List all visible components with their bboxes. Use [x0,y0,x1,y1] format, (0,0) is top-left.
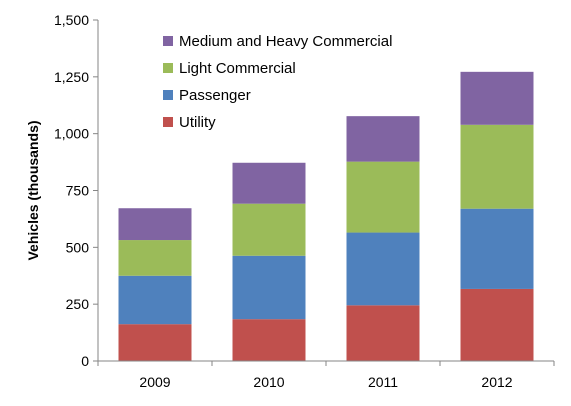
bar-segment-medium-and-heavy-commercial [232,162,306,204]
y-tick-label: 1,250 [54,69,89,85]
y-tick-label: 1,500 [54,12,89,28]
bar-segment-utility [232,319,306,361]
bar-segment-medium-and-heavy-commercial [346,116,420,162]
legend-swatch [163,90,173,100]
legend-swatch [163,63,173,73]
plot-area [118,71,534,361]
legend-label: Utility [179,114,216,131]
x-tick-label: 2010 [253,374,284,390]
x-tick-label: 2011 [368,374,398,390]
y-tick-label: 750 [66,183,90,199]
bar-segment-medium-and-heavy-commercial [460,71,534,125]
y-tick-label: 250 [66,296,90,312]
bar-segment-passenger [346,232,420,306]
legend-label: Medium and Heavy Commercial [179,33,392,50]
y-axis-ticks: 0 250 500 750 1,000 1,250 1,500 [54,12,98,369]
bar-segment-light-commercial [118,240,192,276]
bar-segment-light-commercial [346,161,420,233]
bar-segment-passenger [232,255,306,320]
x-tick-label: 2012 [481,374,512,390]
legend-swatch [163,117,173,127]
legend-label: Passenger [179,87,251,104]
y-axis-title: Vehicles (thousands) [25,120,41,260]
bar-segment-passenger [460,208,534,289]
y-tick-label: 500 [66,239,90,255]
bar-segment-light-commercial [460,124,534,209]
bar-segment-passenger [118,275,192,325]
y-tick-label: 0 [81,353,89,369]
bar-segment-light-commercial [232,203,306,256]
x-tick-label: 2009 [139,374,170,390]
legend: Medium and Heavy Commercial Light Commerc… [163,33,392,131]
bar-segment-utility [346,305,420,361]
x-axis-ticks: 2009 2010 2011 2012 [97,361,555,390]
bar-segment-utility [460,288,534,361]
legend-swatch [163,36,173,46]
legend-label: Light Commercial [179,60,296,77]
y-tick-label: 1,000 [54,126,89,142]
bar-segment-utility [118,324,192,361]
bar-segment-medium-and-heavy-commercial [118,208,192,241]
